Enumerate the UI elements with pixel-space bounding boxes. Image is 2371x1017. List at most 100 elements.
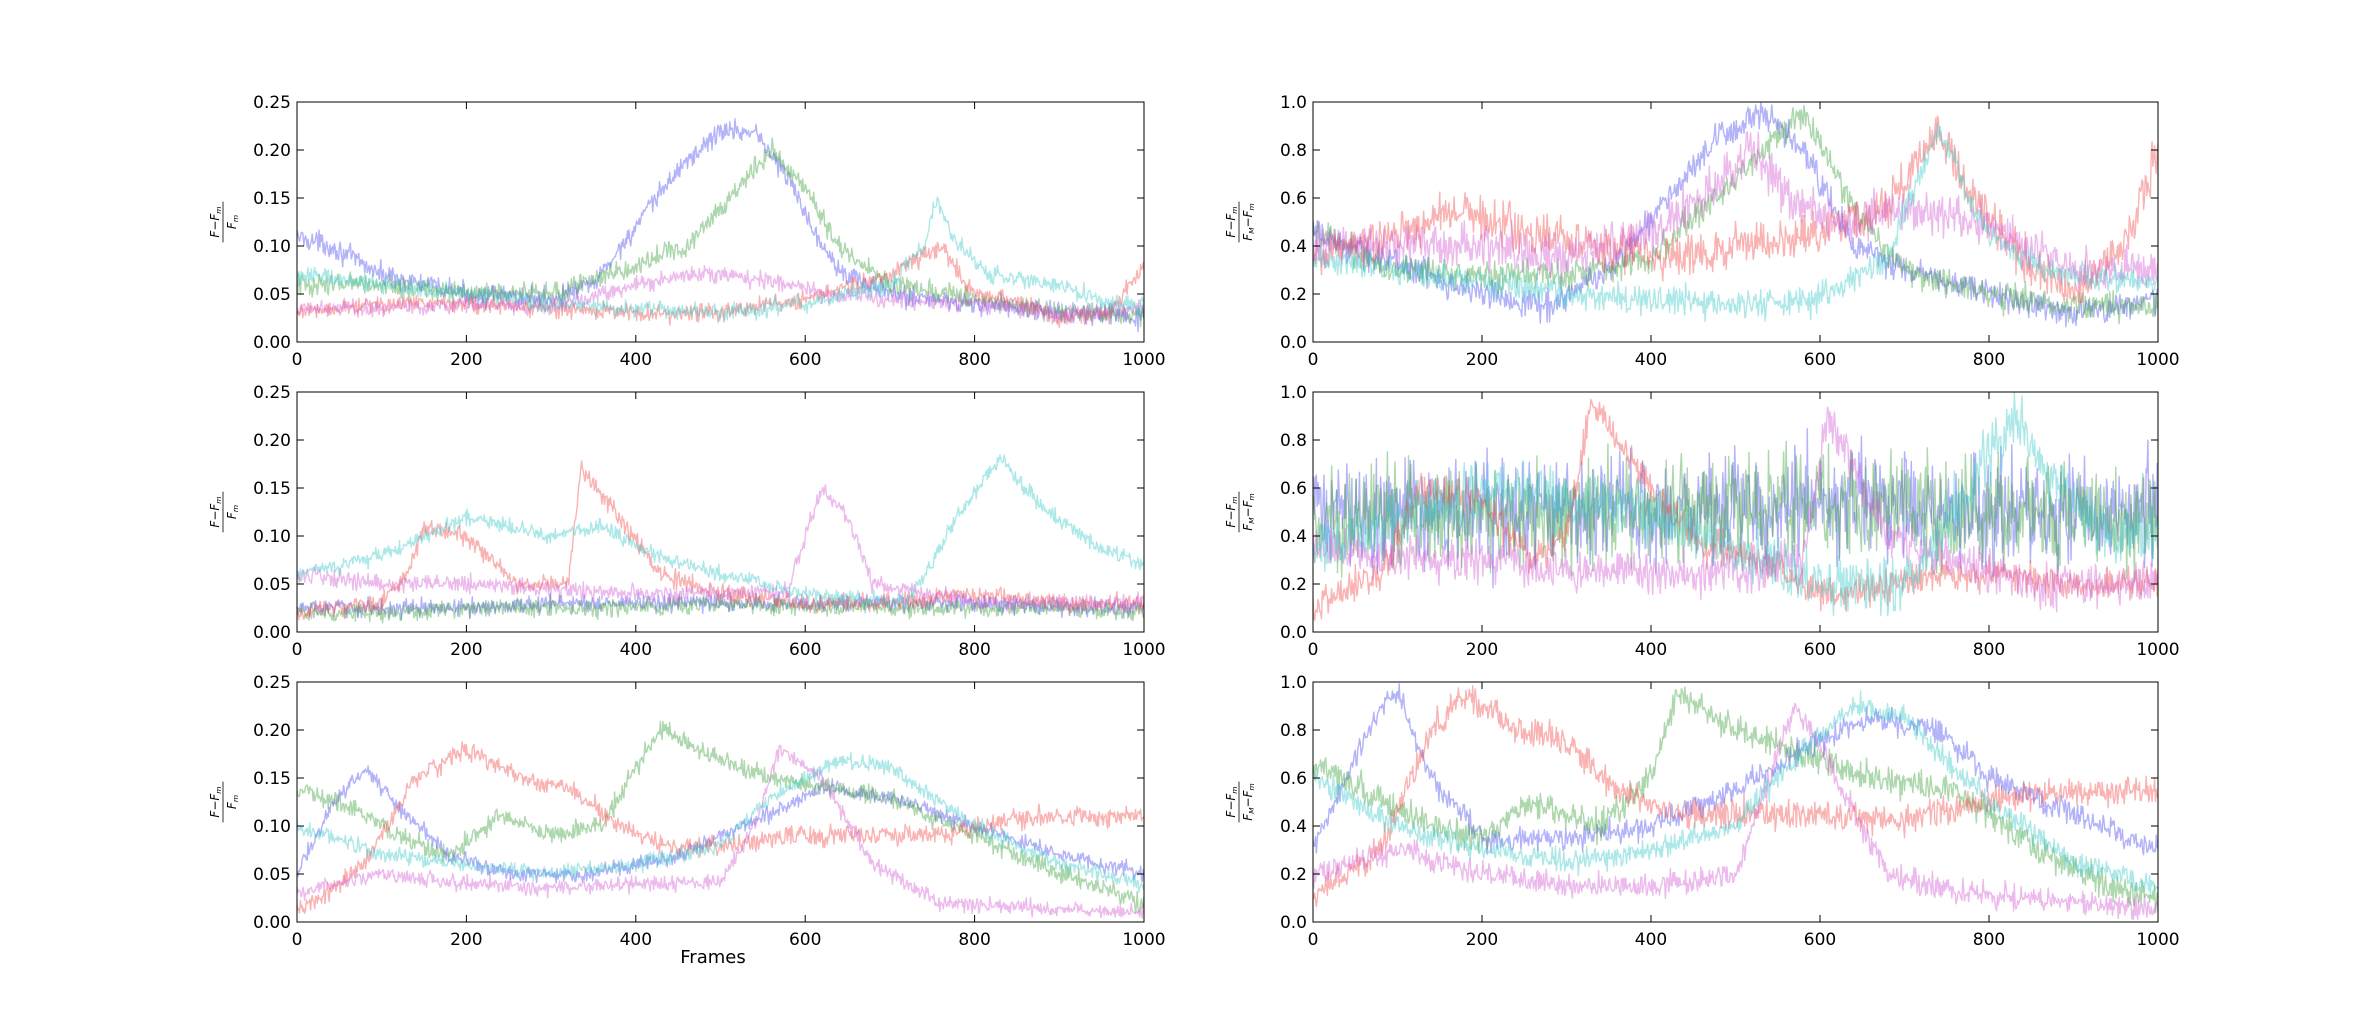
svg-text:F−Fm: F−Fm: [208, 786, 223, 817]
traces-group: [1313, 392, 2158, 621]
x-tick-label: 0: [1308, 930, 1319, 950]
y-tick-label: 0.6: [1280, 189, 1307, 209]
traces-group: [297, 454, 1144, 624]
trace-line-1: [1313, 428, 2158, 589]
trace-line-1: [1313, 683, 2158, 856]
x-tick-label: 1000: [2136, 640, 2179, 660]
y-tick-label: 0.4: [1280, 817, 1307, 837]
trace-line-5: [1313, 122, 2158, 323]
trace-line-3: [1313, 685, 2158, 908]
y-tick-label: 0.2: [1280, 865, 1307, 885]
x-tick-label: 0: [292, 930, 303, 950]
y-tick-label: 0.20: [253, 431, 291, 451]
trace-line-2: [297, 593, 1144, 624]
x-tick-label: 600: [789, 930, 821, 950]
x-tick-label: 1000: [2136, 350, 2179, 370]
axes-frame: [1312, 101, 2159, 343]
y-tick-label: 0.10: [253, 237, 291, 257]
y-tick-label: 0.6: [1280, 769, 1307, 789]
y-tick-label: 0.00: [253, 623, 291, 643]
y-tick-label: 0.10: [253, 527, 291, 547]
x-tick-label: 1000: [1122, 930, 1165, 950]
y-tick-label: 0.20: [253, 721, 291, 741]
x-tick-label: 600: [789, 350, 821, 370]
x-tick-label: 400: [620, 640, 652, 660]
y-tick-label: 0.25: [253, 93, 291, 113]
x-tick-label: 400: [620, 930, 652, 950]
y-tick-label: 0.10: [253, 817, 291, 837]
trace-line-2: [297, 720, 1144, 914]
x-axis-label: Frames: [680, 947, 745, 968]
y-tick-label: 0.15: [253, 189, 291, 209]
svg-text:FM−Fm: FM−Fm: [1241, 493, 1256, 531]
trace-line-4: [1313, 406, 2158, 613]
trace-line-4: [297, 744, 1144, 919]
traces-group: [297, 118, 1144, 333]
svg-text:F−Fm: F−Fm: [208, 206, 223, 237]
y-tick-label: 0.25: [253, 673, 291, 693]
svg-text:Fm: Fm: [225, 505, 240, 519]
x-tick-label: 800: [958, 350, 990, 370]
trace-line-3: [297, 741, 1144, 914]
y-tick-label: 0.6: [1280, 479, 1307, 499]
y-tick-label: 0.05: [253, 865, 291, 885]
x-tick-label: 600: [789, 640, 821, 660]
traces-group: [297, 720, 1144, 919]
trace-line-3: [1313, 398, 2158, 621]
y-tick-label: 0.2: [1280, 575, 1307, 595]
x-tick-label: 200: [450, 930, 482, 950]
x-tick-label: 200: [1466, 350, 1498, 370]
x-tick-label: 0: [1308, 640, 1319, 660]
y-tick-label: 0.20: [253, 141, 291, 161]
trace-line-2: [1313, 440, 2158, 584]
y-tick-label: 0.8: [1280, 141, 1307, 161]
svg-text:FM−Fm: FM−Fm: [1241, 783, 1256, 821]
trace-line-1: [297, 118, 1144, 333]
trace-line-2: [1313, 104, 2158, 325]
axes-frame: [296, 681, 1145, 923]
y-tick-label: 1.0: [1280, 383, 1307, 403]
y-tick-label: 0.00: [253, 913, 291, 933]
y-tick-label: 1.0: [1280, 673, 1307, 693]
y-tick-label: 0.8: [1280, 721, 1307, 741]
trace-line-4: [297, 265, 1144, 324]
svg-text:F−Fm: F−Fm: [1224, 206, 1239, 237]
trace-line-1: [297, 591, 1144, 621]
axes-frame: [1312, 681, 2159, 923]
trace-line-4: [297, 484, 1144, 616]
trace-line-2: [1313, 686, 2158, 913]
x-tick-label: 600: [1804, 930, 1836, 950]
x-tick-label: 200: [450, 640, 482, 660]
x-tick-label: 400: [1635, 930, 1667, 950]
x-tick-label: 0: [1308, 350, 1319, 370]
svg-text:Fm: Fm: [225, 795, 240, 809]
y-tick-label: 0.4: [1280, 527, 1307, 547]
panel-bottom-right: 0 200 400 600 800 1000 0.0 0.2 0.4 0.6 0.8 1.0 F−FmF…: [1224, 673, 2180, 950]
svg-text:Fm: Fm: [225, 215, 240, 229]
svg-text:FM−Fm: FM−Fm: [1241, 203, 1256, 241]
y-tick-label: 0.15: [253, 479, 291, 499]
trace-line-1: [297, 765, 1144, 884]
y-tick-label: 0.0: [1280, 913, 1307, 933]
x-tick-label: 1000: [2136, 930, 2179, 950]
y-tick-label: 0.05: [253, 575, 291, 595]
x-tick-label: 800: [1973, 930, 2005, 950]
x-tick-label: 1000: [1122, 640, 1165, 660]
trace-line-5: [297, 454, 1144, 609]
trace-line-4: [1313, 131, 2158, 292]
panel-middle-right: 0 200 400 600 800 1000 0.0 0.2 0.4 0.6 0.8 1.0 F−FmF…: [1224, 383, 2180, 660]
axes-frame: [1312, 391, 2159, 633]
panel-top-right: 0 200 400 600 800 1000 0.0 0.2 0.4 0.6 0.8 1.0 F−FmF…: [1224, 93, 2180, 370]
axes-frame: [296, 101, 1145, 343]
x-tick-label: 800: [1973, 640, 2005, 660]
x-tick-label: 800: [958, 640, 990, 660]
